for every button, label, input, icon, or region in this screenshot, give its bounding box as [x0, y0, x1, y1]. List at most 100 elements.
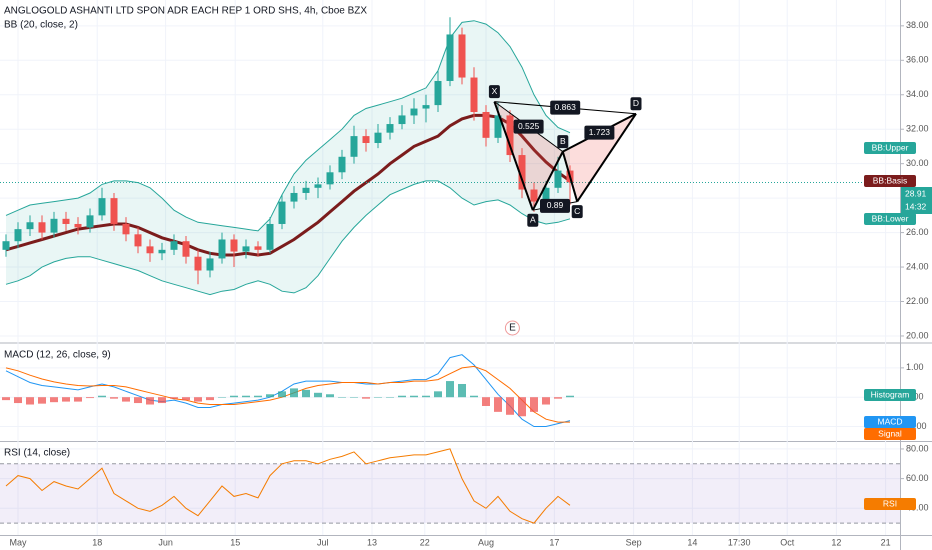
- histogram-bar: [14, 397, 22, 404]
- candle-body: [554, 170, 562, 188]
- histogram-bar: [218, 397, 226, 398]
- candle-body: [50, 218, 58, 233]
- pattern-leg: [576, 113, 637, 203]
- histogram-bar: [458, 383, 466, 398]
- point-label: A: [530, 214, 536, 224]
- x-tick-label: 13: [367, 537, 377, 547]
- candle-body: [134, 234, 142, 247]
- candle-body: [386, 124, 394, 133]
- y-tick-label: 80.00: [906, 443, 929, 453]
- series-line: [5, 448, 571, 524]
- candle-body: [542, 187, 550, 202]
- x-tick-label: 18: [92, 537, 102, 547]
- series-tag-label: RSI: [883, 498, 897, 508]
- histogram-bar: [338, 397, 346, 398]
- candle-body: [494, 115, 502, 138]
- y-tick-label: 34.00: [906, 89, 929, 99]
- x-tick-label: 15: [230, 537, 240, 547]
- candle-body: [506, 115, 514, 156]
- histogram-bar: [434, 391, 442, 398]
- histogram-bar: [182, 397, 190, 401]
- candle-body: [302, 187, 310, 193]
- point-label: D: [633, 98, 639, 108]
- histogram-bar: [470, 395, 478, 398]
- y-tick-label: -1.00: [906, 421, 927, 431]
- candle-body: [206, 258, 214, 271]
- x-tick-label: Jul: [317, 537, 329, 547]
- series-tag-label: BB:Basis: [873, 175, 908, 185]
- series-tag-label: BB:Upper: [872, 142, 909, 152]
- histogram-bar: [398, 395, 406, 398]
- histogram-bar: [518, 397, 526, 417]
- pane: [0, 354, 900, 428]
- histogram-bar: [410, 395, 418, 398]
- candle-body: [398, 115, 406, 125]
- candle-body: [38, 222, 46, 233]
- series-tag-label: BB:Lower: [872, 213, 909, 223]
- point-label: B: [560, 136, 566, 146]
- histogram-bar: [86, 397, 94, 399]
- candle-body: [254, 246, 262, 250]
- histogram-bar: [554, 397, 562, 399]
- pattern-fill: [562, 113, 636, 202]
- y-tick-label: 22.00: [906, 296, 929, 306]
- series-line: [5, 113, 571, 257]
- point-box: [527, 213, 539, 227]
- candle-body: [374, 132, 382, 144]
- y-tick-label: 32.00: [906, 124, 929, 134]
- candle-body: [98, 198, 106, 216]
- series-tag: [864, 175, 916, 187]
- histogram-bar: [302, 389, 310, 398]
- y-tick-label: 30.00: [906, 158, 929, 168]
- pane: [0, 448, 900, 524]
- candle-body: [314, 184, 322, 188]
- candle-body: [278, 201, 286, 224]
- candle-body: [86, 215, 94, 228]
- histogram-bar: [446, 381, 454, 398]
- x-tick-label: May: [9, 537, 27, 547]
- candle-body: [434, 80, 442, 106]
- candle-body: [422, 105, 430, 109]
- candle-body: [194, 256, 202, 271]
- x-tick-label: Jun: [158, 537, 173, 547]
- y-tick-label: 38.00: [906, 20, 929, 30]
- histogram-bar: [254, 395, 262, 398]
- ratio-label: 0.525: [518, 121, 540, 131]
- series-tag: [864, 142, 916, 154]
- candle-body: [158, 249, 166, 254]
- histogram-bar: [278, 391, 286, 398]
- point-box: [557, 135, 569, 149]
- x-tick-label: 17: [549, 537, 559, 547]
- point-box: [571, 205, 583, 219]
- candle-body: [446, 34, 454, 81]
- y-tick-label: 24.00: [906, 261, 929, 271]
- histogram-bar: [386, 397, 394, 398]
- histogram-bar: [326, 394, 334, 398]
- histogram-bar: [422, 395, 430, 398]
- series-tag-label: MACD: [877, 416, 902, 426]
- histogram-bar: [158, 397, 166, 404]
- histogram-bar: [194, 397, 202, 402]
- histogram-bar: [242, 395, 250, 398]
- ratio-label: 0.89: [547, 200, 564, 210]
- last-price-label: 28.91: [905, 188, 927, 198]
- histogram-bar: [542, 397, 550, 405]
- candle-body: [26, 222, 34, 230]
- pattern-leg: [561, 151, 579, 202]
- histogram-bar: [362, 397, 370, 399]
- histogram-bar: [38, 397, 46, 404]
- candle-body: [362, 136, 370, 144]
- candle-body: [266, 223, 274, 250]
- candle-body: [110, 198, 118, 224]
- histogram-bar: [26, 397, 34, 405]
- x-tick-label: 17:30: [728, 537, 751, 547]
- histogram-bar: [146, 397, 154, 405]
- chart-title: ANGLOGOLD ASHANTI LTD SPON ADR EACH REP …: [4, 6, 367, 17]
- histogram-bar: [170, 397, 178, 399]
- candle-body: [470, 77, 478, 112]
- series-tag: [864, 498, 916, 510]
- y-tick-label: 36.00: [906, 55, 929, 65]
- y-tick-label: 20.00: [906, 330, 929, 340]
- histogram-bar: [266, 394, 274, 398]
- candle-body: [326, 172, 334, 185]
